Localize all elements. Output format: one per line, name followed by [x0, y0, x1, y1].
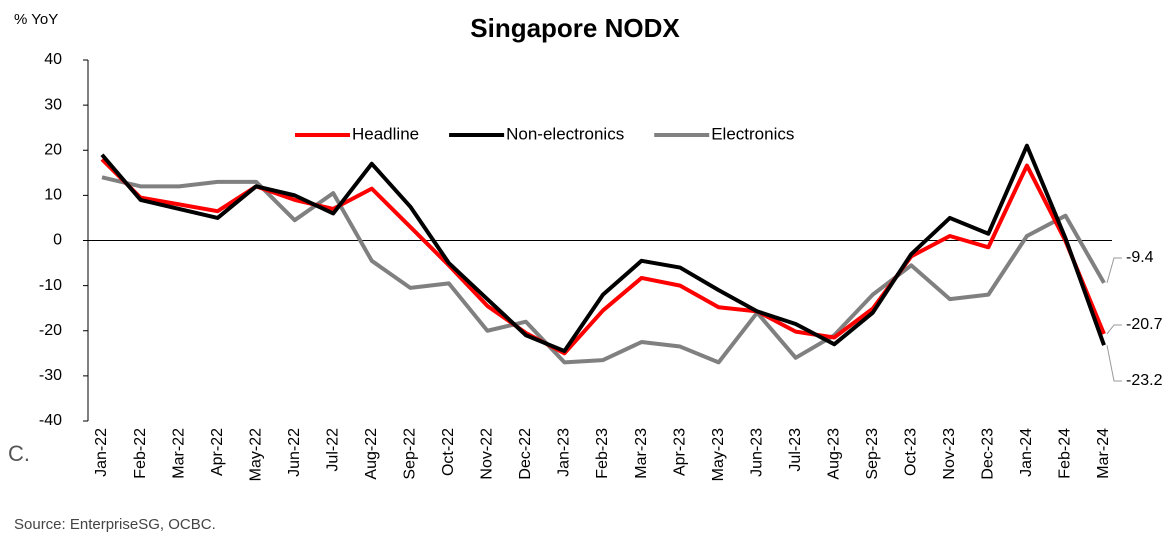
- x-tick-label: Feb-22: [132, 428, 149, 479]
- x-tick-label: Nov-22: [479, 428, 496, 480]
- y-tick-label: 0: [53, 232, 62, 249]
- legend-label: Non-electronics: [506, 124, 624, 143]
- x-tick-label: Sep-23: [864, 428, 881, 480]
- y-tick-label: 40: [44, 51, 62, 68]
- series-line: [101, 175, 1106, 365]
- y-tick-label: -30: [39, 367, 62, 384]
- y-tick-label: 30: [44, 96, 62, 113]
- x-tick-label: Jan-23: [556, 428, 573, 477]
- x-tick-label: Mar-23: [633, 428, 650, 479]
- annotation: C.: [8, 441, 30, 466]
- x-tick-label: Feb-24: [1057, 428, 1074, 479]
- x-tick-label: Aug-23: [825, 428, 842, 480]
- x-tick-label: Jul-23: [787, 428, 804, 472]
- y-tick-label: -20: [39, 322, 62, 339]
- x-tick-label: Apr-23: [671, 428, 688, 476]
- x-tick-label: Mar-22: [170, 428, 187, 479]
- x-tick-label: Jun-23: [748, 428, 765, 477]
- end-label: -9.4: [1126, 249, 1154, 266]
- x-tick-label: May-22: [247, 428, 264, 481]
- series-line: [100, 143, 1106, 354]
- y-tick-label: -10: [39, 277, 62, 294]
- x-tick-label: Jan-24: [1018, 428, 1035, 477]
- x-tick-label: Oct-23: [903, 428, 920, 476]
- x-tick-label: Jan-22: [93, 428, 110, 477]
- y-tick-label: 10: [44, 187, 62, 204]
- end-label: -20.7: [1126, 316, 1163, 333]
- leader-line: [1106, 257, 1122, 284]
- x-tick-label: Jul-22: [324, 428, 341, 472]
- x-tick-label: Dec-23: [980, 428, 997, 480]
- leader-line: [1106, 324, 1122, 335]
- x-tick-label: Jun-22: [286, 428, 303, 477]
- x-tick-label: Mar-24: [1095, 428, 1112, 479]
- x-tick-label: Aug-22: [363, 428, 380, 480]
- legend-label: Headline: [352, 124, 419, 143]
- x-tick-label: Dec-22: [517, 428, 534, 480]
- x-tick-label: Apr-22: [209, 428, 226, 476]
- source-note: Source: EnterpriseSG, OCBC.: [14, 516, 216, 533]
- x-tick-label: Feb-23: [594, 428, 611, 479]
- x-tick-label: Nov-23: [941, 428, 958, 480]
- y-tick-label: 20: [44, 141, 62, 158]
- x-tick-label: May-23: [710, 428, 727, 481]
- y-axis-label: % YoY: [14, 11, 58, 28]
- y-tick-label: -40: [39, 412, 62, 429]
- x-tick-label: Sep-22: [402, 428, 419, 480]
- legend-label: Electronics: [711, 124, 794, 143]
- end-label: -23.2: [1126, 372, 1163, 389]
- chart-title: Singapore NODX: [470, 13, 680, 43]
- leader-line: [1106, 345, 1122, 382]
- x-tick-label: Oct-22: [440, 428, 457, 476]
